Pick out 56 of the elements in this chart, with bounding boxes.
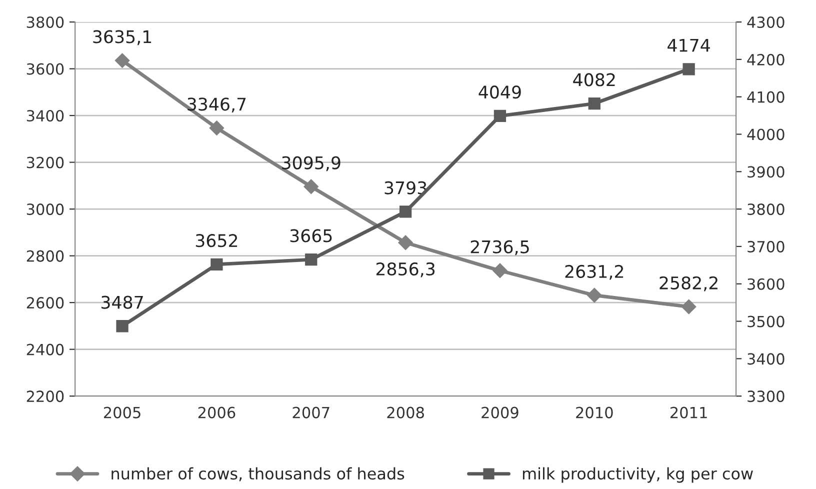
y-tick-label: 3200 xyxy=(26,156,64,168)
y2-tick-label: 3400 xyxy=(748,353,784,365)
legend-label: number of cows, thousands of heads xyxy=(112,467,404,482)
data-label: 3635,1 xyxy=(93,30,152,46)
y-tick-label: 2800 xyxy=(26,250,64,262)
point xyxy=(681,299,696,314)
point xyxy=(209,120,224,136)
point xyxy=(682,63,695,76)
x-tick-label: 2006 xyxy=(198,406,236,418)
point xyxy=(305,253,318,266)
point xyxy=(210,258,223,270)
y-tick-label: 2600 xyxy=(26,297,64,309)
x-tick-label: 2009 xyxy=(482,406,518,418)
data-label: 2856,3 xyxy=(376,262,435,278)
point xyxy=(492,263,508,278)
y2-tick-label: 3300 xyxy=(748,390,784,402)
data-label: 4174 xyxy=(668,38,710,52)
data-label: 3665 xyxy=(290,229,332,242)
point xyxy=(116,320,128,332)
y-tick-label: 3600 xyxy=(26,63,64,75)
x-tick-label: 2007 xyxy=(292,406,330,418)
y2-tick-label: 4000 xyxy=(747,128,784,140)
x-tick-label: 2010 xyxy=(576,406,613,418)
data-label: 2631,2 xyxy=(565,264,624,280)
data-label: 2582,2 xyxy=(660,276,718,292)
point xyxy=(399,206,412,218)
data-label: 4049 xyxy=(478,86,521,99)
data-label: 3095,9 xyxy=(282,156,340,172)
y2-tick-label: 3700 xyxy=(748,240,784,252)
point xyxy=(398,235,413,250)
y-tick-label: 3000 xyxy=(26,204,64,216)
data-label: 2736,5 xyxy=(470,240,529,256)
y2-tick-label: 4200 xyxy=(747,54,784,66)
y2-tick-label: 3800 xyxy=(748,204,784,216)
y2-tick-label: 3600 xyxy=(748,278,784,290)
y2-tick-label: 3900 xyxy=(748,166,784,178)
data-label: 4082 xyxy=(573,73,615,86)
point xyxy=(114,53,130,68)
y2-tick-label: 4100 xyxy=(747,91,784,103)
x-tick-label: 2008 xyxy=(387,406,424,418)
data-label: 3346,7 xyxy=(188,98,246,113)
y-tick-label: 2400 xyxy=(26,344,64,356)
y2-tick-label: 4300 xyxy=(747,16,784,28)
point xyxy=(588,97,600,110)
y-tick-label: 2200 xyxy=(26,390,64,402)
point xyxy=(304,179,319,194)
x-tick-label: 2011 xyxy=(670,406,707,418)
x-tick-label: 2005 xyxy=(104,406,140,418)
data-label: 3487 xyxy=(102,296,143,309)
y-tick-label: 3800 xyxy=(26,16,64,28)
data-label: 3652 xyxy=(196,234,238,248)
point xyxy=(587,288,602,303)
legend-label: milk productivity, kg per cow xyxy=(522,467,753,483)
point xyxy=(494,110,506,122)
y-tick-label: 3400 xyxy=(26,110,64,122)
y2-tick-label: 3500 xyxy=(748,316,784,328)
